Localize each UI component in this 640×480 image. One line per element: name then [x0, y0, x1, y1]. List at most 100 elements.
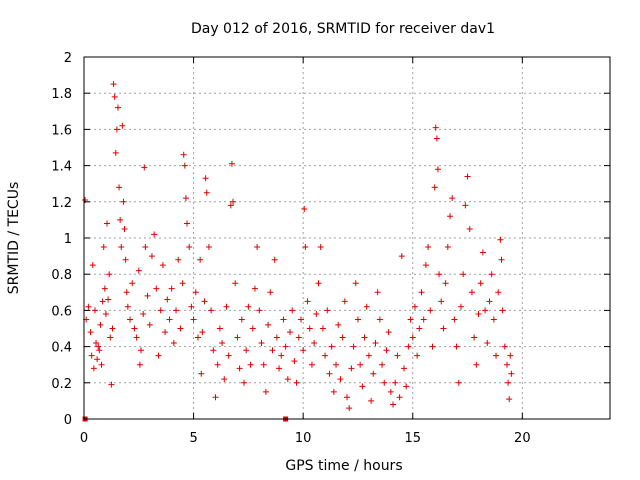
data-point	[249, 325, 256, 332]
data-point	[499, 307, 506, 314]
data-point	[142, 244, 149, 251]
data-point	[216, 325, 223, 332]
y-tick-label: 1	[64, 232, 72, 247]
x-tick-label: 0	[80, 431, 88, 446]
data-point	[180, 151, 187, 158]
data-point	[477, 280, 484, 287]
data-point	[304, 298, 311, 305]
data-point	[212, 394, 219, 401]
data-point	[108, 381, 115, 388]
data-point	[110, 81, 117, 88]
data-point	[418, 289, 425, 296]
data-point	[238, 316, 245, 323]
data-point	[105, 296, 112, 303]
data-point	[370, 370, 377, 377]
data-point	[385, 329, 392, 336]
data-point	[383, 347, 390, 354]
data-point	[434, 166, 441, 173]
x-tick-label: 5	[189, 431, 197, 446]
data-point	[144, 292, 151, 299]
data-point	[432, 124, 439, 131]
data-point	[214, 361, 221, 368]
data-point	[344, 394, 350, 401]
y-tick-label: 0.8	[51, 268, 72, 283]
data-point	[438, 298, 445, 305]
data-point	[293, 379, 300, 386]
data-point	[398, 253, 405, 260]
data-point	[116, 184, 123, 191]
data-point	[409, 334, 416, 341]
data-point	[468, 289, 475, 296]
data-point	[507, 352, 514, 359]
data-point	[124, 303, 131, 310]
data-point	[121, 225, 128, 232]
data-point	[123, 289, 130, 296]
data-point	[85, 303, 92, 310]
data-point	[267, 289, 274, 296]
data-point	[210, 347, 217, 354]
data-point	[221, 376, 228, 383]
data-point	[427, 307, 434, 314]
data-point	[159, 262, 166, 269]
y-tick-label: 1.6	[51, 123, 72, 138]
data-point	[122, 256, 129, 263]
data-point	[106, 271, 113, 278]
data-point	[243, 347, 250, 354]
data-point	[278, 352, 285, 359]
data-point	[112, 149, 119, 156]
data-point	[135, 267, 142, 274]
data-point	[199, 329, 206, 336]
data-point	[416, 325, 423, 332]
data-point	[322, 352, 329, 359]
data-point	[460, 271, 467, 278]
data-point	[508, 370, 515, 377]
data-point	[420, 316, 427, 323]
data-point	[111, 93, 118, 100]
data-point	[87, 329, 94, 336]
data-point	[455, 379, 462, 386]
data-point	[96, 347, 103, 354]
data-point	[113, 126, 120, 133]
data-point	[317, 244, 324, 251]
data-point	[225, 352, 232, 359]
data-point	[170, 339, 177, 346]
data-point	[175, 256, 182, 263]
data-point	[501, 343, 508, 350]
data-point	[289, 307, 296, 314]
data-point	[247, 361, 254, 368]
y-tick-label: 1.4	[51, 160, 72, 175]
data-point	[471, 334, 478, 341]
data-point	[148, 253, 155, 260]
data-point	[341, 298, 348, 305]
data-point	[164, 296, 171, 303]
data-point	[99, 298, 106, 305]
y-tick-label: 0.2	[51, 377, 72, 392]
data-point	[376, 316, 383, 323]
y-tick-label: 0.6	[51, 304, 72, 319]
data-point	[464, 173, 471, 180]
data-point	[346, 405, 353, 412]
data-point	[488, 271, 495, 278]
data-point	[100, 244, 107, 251]
data-point	[232, 280, 239, 287]
chart-title: Day 012 of 2016, SRMTID for receiver dav…	[191, 21, 495, 37]
data-points	[82, 81, 515, 422]
data-point	[363, 303, 370, 310]
grid-lines	[84, 57, 610, 419]
data-point	[411, 303, 418, 310]
data-point	[91, 307, 98, 314]
data-point	[357, 361, 364, 368]
data-point	[311, 339, 318, 346]
data-point	[254, 244, 261, 251]
data-point	[433, 135, 440, 142]
data-point	[95, 343, 102, 350]
data-point	[188, 303, 195, 310]
data-point	[387, 388, 394, 395]
data-point	[350, 343, 357, 350]
data-point	[297, 316, 304, 323]
data-point	[328, 343, 335, 350]
data-point	[157, 307, 164, 314]
data-point	[120, 198, 127, 205]
data-point	[90, 365, 97, 372]
data-point	[379, 361, 386, 368]
